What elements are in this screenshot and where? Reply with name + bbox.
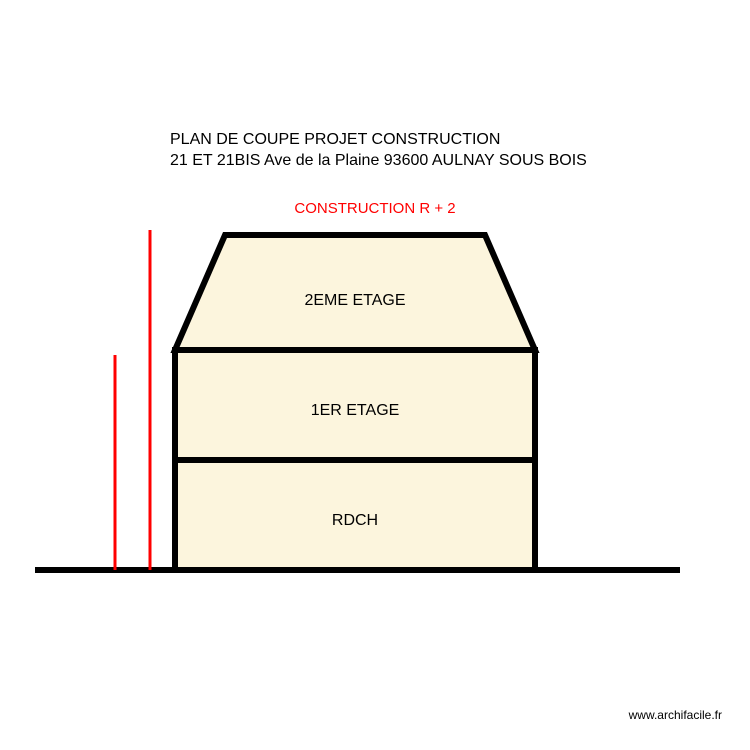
floor-label-1er: 1ER ETAGE	[311, 402, 400, 419]
watermark: www.archifacile.fr	[629, 708, 722, 722]
floor-label-2eme: 2EME ETAGE	[304, 292, 405, 309]
building-cross-section: RDCH 1ER ETAGE 2EME ETAGE	[0, 0, 750, 750]
floor-label-rdch: RDCH	[332, 512, 378, 529]
